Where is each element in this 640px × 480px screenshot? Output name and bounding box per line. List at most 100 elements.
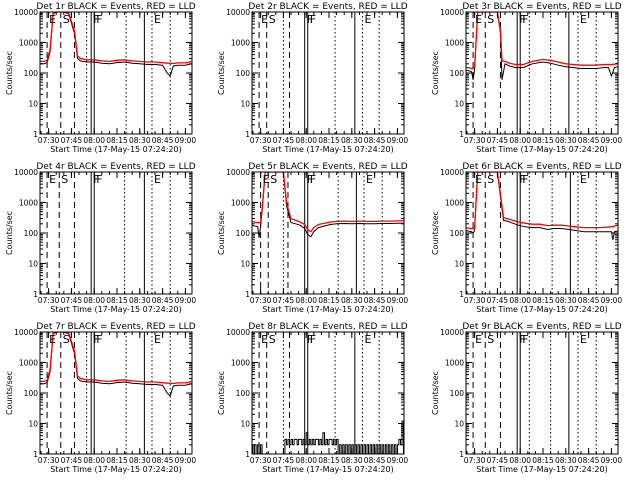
y-axis-label: Counts/sec (5, 51, 14, 95)
x-tick-label: 07:30 (38, 296, 60, 305)
marker-label-e: E (580, 13, 587, 26)
x-tick-label: 07:45 (61, 296, 83, 305)
panel-title: Det 4r BLACK = Events, RED = LLD (36, 162, 195, 172)
x-tick-label: 08:00 (83, 456, 105, 465)
plot-frame (251, 11, 405, 135)
marker-label-e: E (154, 333, 161, 346)
x-tick-label: 09:00 (175, 136, 197, 145)
y-tick-label: 100 (24, 69, 39, 78)
y-axis-label: Counts/sec (5, 211, 14, 255)
y-tick-label: 10000 (14, 8, 38, 17)
x-tick-label: 08:45 (364, 456, 386, 465)
panel-title: Det 2r BLACK = Events, RED = LLD (248, 2, 407, 12)
marker-label-f: F (93, 13, 99, 26)
x-tick-label: 07:30 (250, 136, 272, 145)
plot-frame (39, 11, 193, 135)
marker-label-s: S (487, 173, 494, 186)
series-lld-red (40, 12, 192, 65)
x-tick-label: 09:00 (601, 136, 623, 145)
x-tick-label: 07:45 (61, 456, 83, 465)
plot-area (46, 172, 171, 294)
x-tick-label: 08:45 (364, 296, 386, 305)
plot-frame (465, 11, 619, 135)
x-tick-label: 07:45 (61, 136, 83, 145)
x-tick-label: 08:30 (129, 456, 151, 465)
y-tick-label: 10000 (14, 328, 38, 337)
y-tick-label: 10 (454, 420, 464, 429)
y-tick-label: 1 (459, 450, 464, 459)
panel-title: Det 3r BLACK = Events, RED = LLD (462, 2, 621, 12)
y-tick-label: 1000 (231, 199, 250, 208)
marker-label-s: S (63, 13, 70, 26)
x-tick-label: 07:30 (464, 296, 486, 305)
plot-frame (39, 331, 193, 455)
x-tick-label: 08:15 (318, 296, 340, 305)
x-tick-label: 08:30 (555, 296, 577, 305)
x-tick-label: 08:45 (578, 296, 600, 305)
x-tick-label: 08:30 (129, 296, 151, 305)
x-axis-label: Start Time (17-May-15 07:24:20) (476, 305, 607, 314)
x-tick-label: 09:00 (601, 296, 623, 305)
marker-label-e: E (580, 173, 587, 186)
y-axis-label: Counts/sec (217, 211, 226, 255)
x-tick-label: 07:30 (250, 456, 272, 465)
marker-label-e: E (475, 333, 482, 346)
marker-label-f: F (93, 173, 99, 186)
y-tick-label: 100 (236, 69, 251, 78)
marker-label-s: S (63, 333, 70, 346)
panel-title: Det 9r BLACK = Events, RED = LLD (462, 322, 621, 332)
marker-label-e: E (49, 333, 56, 346)
marker-label-f: F (307, 333, 313, 346)
x-tick-label: 08:15 (318, 456, 340, 465)
x-axis-label: Start Time (17-May-15 07:24:20) (262, 465, 393, 474)
y-tick-label: 10000 (440, 328, 464, 337)
series-lld-red (466, 12, 618, 70)
x-tick-label: 08:15 (318, 136, 340, 145)
x-tick-label: 09:00 (175, 456, 197, 465)
x-tick-label: 07:45 (487, 296, 509, 305)
x-tick-label: 09:00 (601, 456, 623, 465)
x-axis-label: Start Time (17-May-15 07:24:20) (476, 145, 607, 154)
x-tick-label: 08:00 (509, 296, 531, 305)
y-tick-label: 1 (459, 290, 464, 299)
y-tick-label: 1 (33, 290, 38, 299)
x-tick-label: 08:00 (509, 456, 531, 465)
marker-label-e: E (154, 13, 161, 26)
y-tick-label: 100 (450, 389, 465, 398)
y-tick-label: 100 (24, 389, 39, 398)
panel-title: Det 8r BLACK = Events, RED = LLD (248, 322, 407, 332)
y-tick-label: 1000 (231, 359, 250, 368)
x-tick-label: 08:30 (341, 136, 363, 145)
y-tick-label: 1000 (19, 39, 38, 48)
x-tick-label: 08:00 (509, 136, 531, 145)
x-tick-label: 08:15 (532, 456, 554, 465)
plot-area (258, 12, 380, 134)
y-axis-label: Counts/sec (5, 371, 14, 415)
x-tick-label: 07:45 (273, 296, 295, 305)
x-tick-label: 09:00 (387, 296, 409, 305)
marker-label-s: S (270, 173, 277, 186)
plot-area (472, 332, 597, 454)
x-axis-label: Start Time (17-May-15 07:24:20) (50, 305, 181, 314)
marker-label-s: S (269, 333, 276, 346)
y-axis-label: Counts/sec (431, 211, 440, 255)
y-tick-label: 1 (33, 450, 38, 459)
y-tick-label: 10000 (226, 328, 250, 337)
x-tick-label: 08:00 (295, 456, 317, 465)
y-tick-label: 1000 (445, 199, 464, 208)
y-tick-label: 1000 (231, 39, 250, 48)
y-tick-label: 10 (240, 260, 250, 269)
y-tick-label: 1 (459, 130, 464, 139)
y-axis-label: Counts/sec (217, 371, 226, 415)
x-axis-label: Start Time (17-May-15 07:24:20) (262, 145, 393, 154)
x-tick-label: 08:00 (295, 296, 317, 305)
marker-label-e: E (263, 173, 270, 186)
panel-title: Det 5r BLACK = Events, RED = LLD (248, 162, 407, 172)
marker-label-f: F (519, 13, 525, 26)
y-tick-label: 1000 (445, 359, 464, 368)
